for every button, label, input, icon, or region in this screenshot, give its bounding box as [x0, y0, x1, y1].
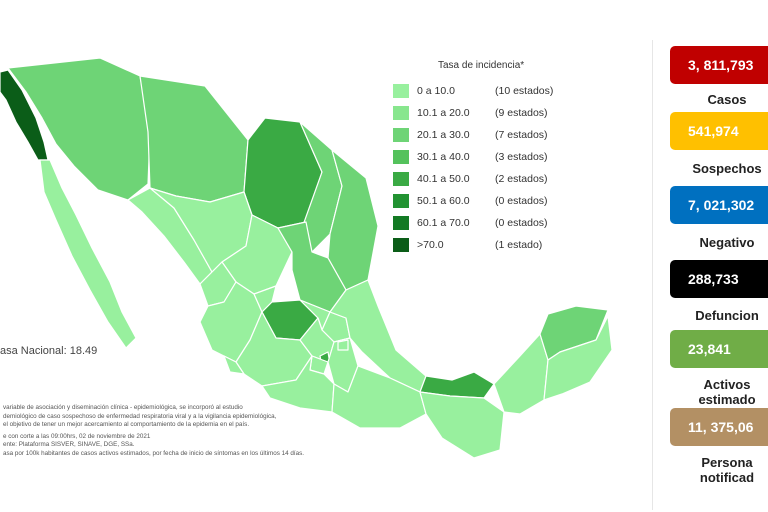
- legend-range: 10.1 a 20.0: [417, 106, 470, 119]
- stat-value: 11, 375,06: [670, 408, 768, 446]
- stat-label: Casos: [707, 92, 747, 107]
- stat-label: Persona notificad: [699, 455, 755, 485]
- state-chihuahua: [139, 75, 249, 203]
- legend-item: >70.0 (1 estado): [393, 237, 542, 252]
- state-tlaxcala: [337, 339, 349, 351]
- stat-value: 288,733: [670, 260, 768, 298]
- footnote-line: asa por 100k habitantes de casos activos…: [3, 449, 305, 457]
- legend-swatch: [393, 171, 409, 186]
- footnote-line: variable de asociación y diseminación cl…: [3, 404, 243, 411]
- separator-line: [652, 40, 653, 510]
- legend-count: (0 estados): [495, 194, 548, 207]
- legend-swatch: [393, 149, 409, 164]
- state-campeche: [493, 333, 549, 415]
- footnote-line: ente: Plataforma SISVER, SINAVE, DGE, SS…: [3, 441, 135, 449]
- legend-item: 10.1 a 20.0 (9 estados): [393, 105, 548, 120]
- stat-value: 7, 021,302: [670, 186, 768, 224]
- legend-count: (2 estados): [495, 172, 548, 185]
- state-chiapas: [419, 391, 505, 459]
- legend-range: 40.1 a 50.0: [417, 172, 470, 185]
- legend-count: (10 estados): [495, 84, 554, 97]
- mexico-incidence-map: [0, 57, 613, 459]
- state-colima: [223, 355, 245, 375]
- footnote-line: e con corte a las 09:00hrs, 02 de noviem…: [3, 432, 151, 440]
- legend-swatch: [393, 105, 409, 120]
- stat-label: Activos estimado: [698, 377, 756, 407]
- stat-value: 541,974: [670, 112, 768, 150]
- stat-label: Negativo: [699, 235, 755, 250]
- legend-range: 0 a 10.0: [417, 84, 455, 97]
- legend-swatch: [393, 83, 409, 98]
- state-quintana-roo: [543, 315, 613, 401]
- footnote-line: el objetivo de tener un mejor acercamien…: [3, 421, 250, 429]
- legend-item: 50.1 a 60.0 (0 estados): [393, 193, 548, 208]
- legend-count: (9 estados): [495, 106, 548, 119]
- legend-range: >70.0: [417, 238, 444, 251]
- legend-swatch: [393, 193, 409, 208]
- legend-range: 50.1 a 60.0: [417, 194, 470, 207]
- legend-title: Tasa de incidencia*: [438, 60, 525, 71]
- state-baja-california-sur: [39, 159, 137, 349]
- legend-count: (1 estado): [495, 238, 543, 251]
- legend-item: 20.1 a 30.0 (7 estados): [393, 127, 548, 142]
- state-sonora: [7, 57, 151, 201]
- legend-count: (0 estados): [495, 216, 548, 229]
- legend-item: 0 a 10.0 (10 estados): [393, 83, 553, 98]
- stat-value: 23,841: [670, 330, 768, 368]
- stat-label: Defuncion: [695, 308, 759, 323]
- footnote-line: demiológico de caso sospechoso de enferm…: [3, 412, 277, 420]
- legend-range: 60.1 a 70.0: [417, 216, 470, 229]
- legend-swatch: [393, 215, 409, 230]
- state-oaxaca: [331, 365, 427, 429]
- legend-count: (3 estados): [495, 150, 548, 163]
- legend-swatch: [393, 237, 409, 252]
- legend-item: 60.1 a 70.0 (0 estados): [393, 215, 548, 230]
- stat-label: Sospechos: [692, 161, 762, 176]
- legend-range: 20.1 a 30.0: [417, 128, 470, 141]
- national-rate: asa Nacional: 18.49: [0, 345, 98, 357]
- state-guerrero: [261, 355, 335, 413]
- legend-swatch: [393, 127, 409, 142]
- footnotes: variable de asociación y diseminación cl…: [3, 404, 423, 459]
- legend-range: 30.1 a 40.0: [417, 150, 470, 163]
- stat-value: 3, 811,793: [670, 46, 768, 84]
- legend-item: 40.1 a 50.0 (2 estados): [393, 171, 548, 186]
- legend-item: 30.1 a 40.0 (3 estados): [393, 149, 548, 164]
- legend-count: (7 estados): [495, 128, 548, 141]
